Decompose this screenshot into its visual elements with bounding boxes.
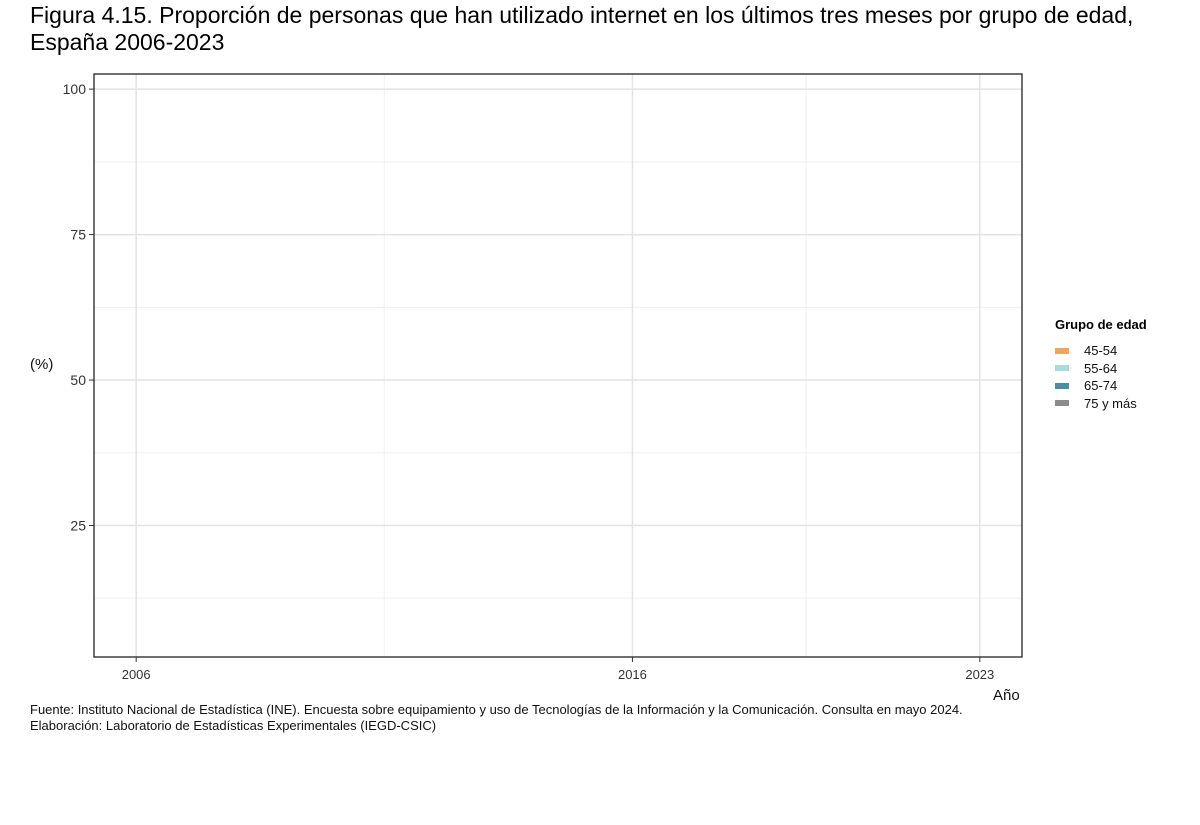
x-tick-label: 2016 — [618, 667, 647, 682]
legend-title: Grupo de edad — [1055, 317, 1147, 332]
legend-item: 75 y más — [1055, 395, 1147, 413]
y-tick-label: 25 — [70, 518, 86, 534]
plot-border — [93, 73, 1023, 658]
y-tick-label: 100 — [63, 81, 87, 97]
legend-label: 65-74 — [1084, 378, 1118, 394]
legend-items: 45-54 55-64 65-74 75 y más — [1055, 342, 1147, 412]
x-tick-label: 2023 — [965, 667, 994, 682]
y-tick-label: 75 — [70, 227, 86, 243]
x-axis-label: Año — [993, 687, 1020, 704]
legend-label: 45-54 — [1084, 343, 1118, 359]
legend-item: 65-74 — [1055, 377, 1147, 395]
y-axis-label: (%) — [30, 356, 54, 373]
caption-credit: Elaboración: Laboratorio de Estadísticas… — [30, 718, 437, 733]
caption: Fuente: Instituto Nacional de Estadístic… — [30, 702, 963, 734]
chart-title-line-1: Figura 4.15. Proporción de personas que … — [30, 2, 1134, 28]
legend-item: 45-54 — [1055, 342, 1147, 360]
legend: Grupo de edad 45-54 55-64 65-74 75 y más — [1055, 317, 1147, 412]
legend-label: 55-64 — [1084, 360, 1118, 376]
legend-key — [1055, 400, 1069, 407]
legend-key — [1055, 382, 1069, 389]
x-tick-label: 2006 — [122, 667, 151, 682]
legend-key — [1055, 347, 1069, 354]
chart-title-line-2: España 2006-2023 — [30, 29, 225, 55]
y-tick-label: 50 — [70, 372, 86, 388]
legend-item: 55-64 — [1055, 360, 1147, 378]
legend-label: 75 y más — [1084, 395, 1137, 411]
caption-source: Fuente: Instituto Nacional de Estadístic… — [30, 702, 963, 717]
legend-key — [1055, 365, 1069, 372]
chart-title: Figura 4.15. Proporción de personas que … — [30, 2, 1180, 56]
